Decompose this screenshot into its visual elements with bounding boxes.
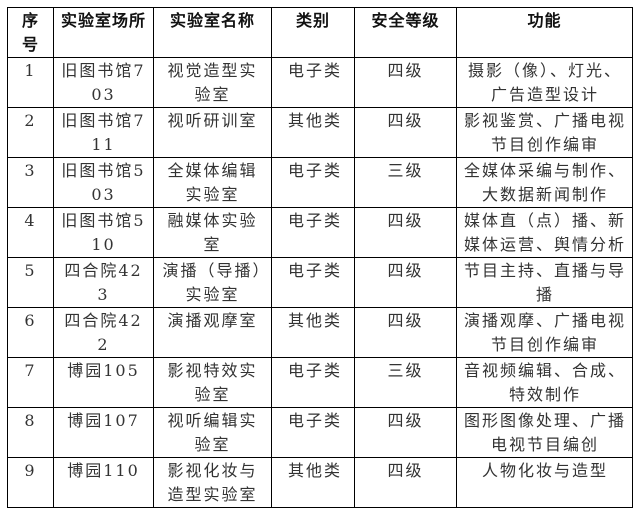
cell-category: 电子类 — [271, 57, 355, 108]
cell-lab-name: 演播观摩室 — [153, 307, 272, 358]
cell-lab-name: 融媒体实验室 — [153, 207, 272, 258]
header-function: 功能 — [456, 7, 633, 58]
cell-category: 其他类 — [271, 457, 355, 508]
header-index: 序号 — [7, 7, 54, 58]
table-row: 6 四合院422 演播观摩室 其他类 四级 演播观摩、广播电视节目创作编审 — [7, 307, 633, 358]
cell-function: 摄影（像）、灯光、广告造型设计 — [456, 57, 633, 108]
table-row: 1 旧图书馆703 视觉造型实验室 电子类 四级 摄影（像）、灯光、广告造型设计 — [7, 57, 633, 108]
cell-location: 四合院423 — [53, 257, 154, 308]
cell-lab-name: 影视特效实验室 — [153, 357, 272, 408]
cell-index: 7 — [7, 357, 54, 408]
cell-index: 1 — [7, 57, 54, 108]
cell-safety-level: 四级 — [354, 307, 457, 358]
cell-lab-name: 演播（导播）实验室 — [153, 257, 272, 308]
cell-location: 旧图书馆510 — [53, 207, 154, 258]
cell-function: 人物化妆与造型 — [456, 457, 633, 508]
table-row: 2 旧图书馆711 视听研训室 其他类 四级 影视鉴赏、广播电视节目创作编审 — [7, 107, 633, 158]
cell-lab-name: 视觉造型实验室 — [153, 57, 272, 108]
table-row: 5 四合院423 演播（导播）实验室 电子类 四级 节目主持、直播与导播 — [7, 257, 633, 308]
table-row: 4 旧图书馆510 融媒体实验室 电子类 四级 媒体直（点）播、新媒体运营、舆情分析 — [7, 207, 633, 258]
cell-safety-level: 三级 — [354, 357, 457, 408]
cell-safety-level: 四级 — [354, 107, 457, 158]
cell-lab-name: 全媒体编辑实验室 — [153, 157, 272, 208]
cell-function: 全媒体采编与制作、大数据新闻制作 — [456, 157, 633, 208]
cell-location: 旧图书馆503 — [53, 157, 154, 208]
cell-index: 2 — [7, 107, 54, 158]
cell-category: 电子类 — [271, 407, 355, 458]
cell-function: 演播观摩、广播电视节目创作编审 — [456, 307, 633, 358]
lab-table: 序号 实验室场所 实验室名称 类别 安全等级 功能 1 旧图书馆703 视觉造型实验… — [7, 7, 633, 508]
cell-safety-level: 四级 — [354, 457, 457, 508]
cell-category: 其他类 — [271, 107, 355, 158]
cell-safety-level: 三级 — [354, 157, 457, 208]
cell-location: 博园105 — [53, 357, 154, 408]
cell-safety-level: 四级 — [354, 207, 457, 258]
header-lab-name: 实验室名称 — [153, 7, 272, 58]
cell-lab-name: 视听研训室 — [153, 107, 272, 158]
header-row: 序号 实验室场所 实验室名称 类别 安全等级 功能 — [7, 7, 633, 58]
cell-index: 9 — [7, 457, 54, 508]
cell-location: 旧图书馆703 — [53, 57, 154, 108]
cell-category: 其他类 — [271, 307, 355, 358]
cell-index: 8 — [7, 407, 54, 458]
header-category: 类别 — [271, 7, 355, 58]
cell-index: 3 — [7, 157, 54, 208]
table-row: 7 博园105 影视特效实验室 电子类 三级 音视频编辑、合成、特效制作 — [7, 357, 633, 408]
cell-index: 4 — [7, 207, 54, 258]
table-row: 3 旧图书馆503 全媒体编辑实验室 电子类 三级 全媒体采编与制作、大数据新闻制作 — [7, 157, 633, 208]
cell-index: 6 — [7, 307, 54, 358]
cell-category: 电子类 — [271, 157, 355, 208]
header-location: 实验室场所 — [53, 7, 154, 58]
cell-function: 图形图像处理、广播电视节目编创 — [456, 407, 633, 458]
cell-function: 节目主持、直播与导播 — [456, 257, 633, 308]
cell-location: 博园110 — [53, 457, 154, 508]
cell-safety-level: 四级 — [354, 257, 457, 308]
cell-safety-level: 四级 — [354, 57, 457, 108]
cell-function: 影视鉴赏、广播电视节目创作编审 — [456, 107, 633, 158]
cell-category: 电子类 — [271, 207, 355, 258]
cell-location: 旧图书馆711 — [53, 107, 154, 158]
cell-category: 电子类 — [271, 257, 355, 308]
cell-function: 媒体直（点）播、新媒体运营、舆情分析 — [456, 207, 633, 258]
table-row: 9 博园110 影视化妆与造型实验室 其他类 四级 人物化妆与造型 — [7, 457, 633, 508]
cell-location: 四合院422 — [53, 307, 154, 358]
header-safety-level: 安全等级 — [354, 7, 457, 58]
cell-location: 博园107 — [53, 407, 154, 458]
cell-safety-level: 四级 — [354, 407, 457, 458]
table-row: 8 博园107 视听编辑实验室 电子类 四级 图形图像处理、广播电视节目编创 — [7, 407, 633, 458]
cell-category: 电子类 — [271, 357, 355, 408]
cell-lab-name: 影视化妆与造型实验室 — [153, 457, 272, 508]
cell-function: 音视频编辑、合成、特效制作 — [456, 357, 633, 408]
cell-lab-name: 视听编辑实验室 — [153, 407, 272, 458]
cell-index: 5 — [7, 257, 54, 308]
